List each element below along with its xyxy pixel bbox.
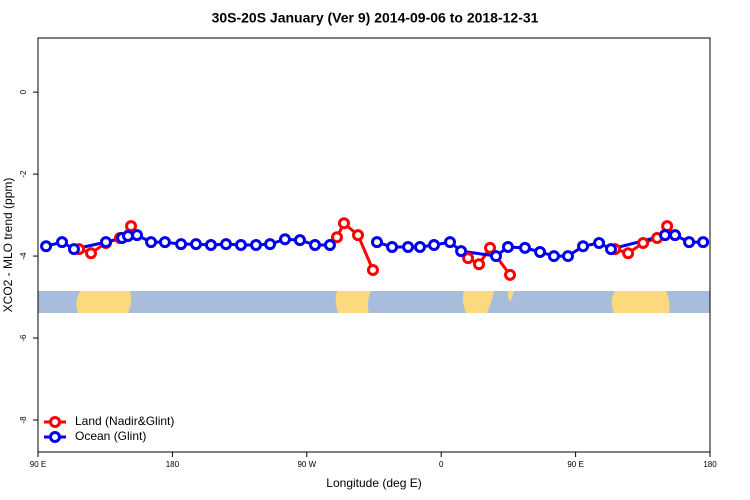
data-point <box>278 233 291 246</box>
data-point <box>352 229 365 242</box>
data-point <box>220 238 233 251</box>
data-point <box>669 229 682 242</box>
data-point <box>250 239 263 251</box>
data-point <box>622 247 635 260</box>
plot-frame <box>37 37 711 453</box>
x-tick-label: 90 W <box>297 460 316 469</box>
data-point <box>370 236 383 249</box>
data-point <box>386 241 399 254</box>
data-point <box>462 252 475 265</box>
data-point <box>204 239 217 251</box>
data-point <box>659 229 672 242</box>
data-point <box>697 236 710 249</box>
data-point <box>323 239 336 251</box>
data-point <box>484 241 497 254</box>
legend-label: Land (Nadir&Glint) <box>75 414 174 428</box>
data-point <box>56 236 69 249</box>
data-point <box>402 241 415 254</box>
y-tick-label: -6 <box>19 334 28 342</box>
legend-label: Ocean (Glint) <box>75 429 146 443</box>
data-point <box>309 239 322 251</box>
data-point <box>293 234 306 247</box>
data-point <box>99 236 112 249</box>
data-point <box>534 245 547 258</box>
data-point <box>189 238 202 251</box>
x-tick-label: 90 E <box>30 460 46 469</box>
data-point <box>501 241 514 254</box>
data-point <box>234 239 247 251</box>
y-axis-label: XCO2 - MLO trend (ppm) <box>1 178 15 313</box>
y-tick-label: -2 <box>19 170 28 178</box>
data-point <box>158 236 171 249</box>
data-point <box>455 245 468 258</box>
legend-marker <box>49 431 61 443</box>
data-point <box>490 250 503 263</box>
data-point <box>444 236 457 249</box>
data-point <box>518 241 531 254</box>
data-point <box>428 239 441 251</box>
data-point <box>577 240 590 253</box>
data-point <box>175 238 188 251</box>
land-patches <box>76 291 670 313</box>
x-tick-label: 180 <box>166 460 180 469</box>
data-point <box>145 236 158 249</box>
y-tick-label: -4 <box>19 252 28 260</box>
data-point <box>264 238 277 251</box>
x-tick-label: 180 <box>703 460 717 469</box>
x-tick-label: 90 E <box>567 460 583 469</box>
data-point <box>593 236 606 249</box>
data-point <box>67 243 80 256</box>
data-point <box>561 250 574 263</box>
data-point <box>637 236 650 249</box>
data-point <box>604 243 617 256</box>
y-tick-label: 0 <box>19 89 28 94</box>
data-point <box>330 231 343 244</box>
data-point <box>683 236 696 249</box>
legend-marker <box>49 416 61 428</box>
data-point <box>413 241 426 254</box>
data-point <box>366 264 379 277</box>
surface-band <box>38 291 710 313</box>
data-point <box>125 220 138 233</box>
data-point <box>40 240 53 253</box>
x-axis-label: Longitude (deg E) <box>326 476 421 490</box>
data-point <box>547 250 560 263</box>
data-point <box>337 217 350 230</box>
x-tick-label: 0 <box>439 460 444 469</box>
y-tick-label: -8 <box>19 416 28 424</box>
data-point <box>472 258 485 271</box>
data-point <box>504 268 517 281</box>
chart-title: 30S-20S January (Ver 9) 2014-09-06 to 20… <box>212 10 539 26</box>
data-point <box>131 229 144 242</box>
data-point <box>85 247 98 260</box>
